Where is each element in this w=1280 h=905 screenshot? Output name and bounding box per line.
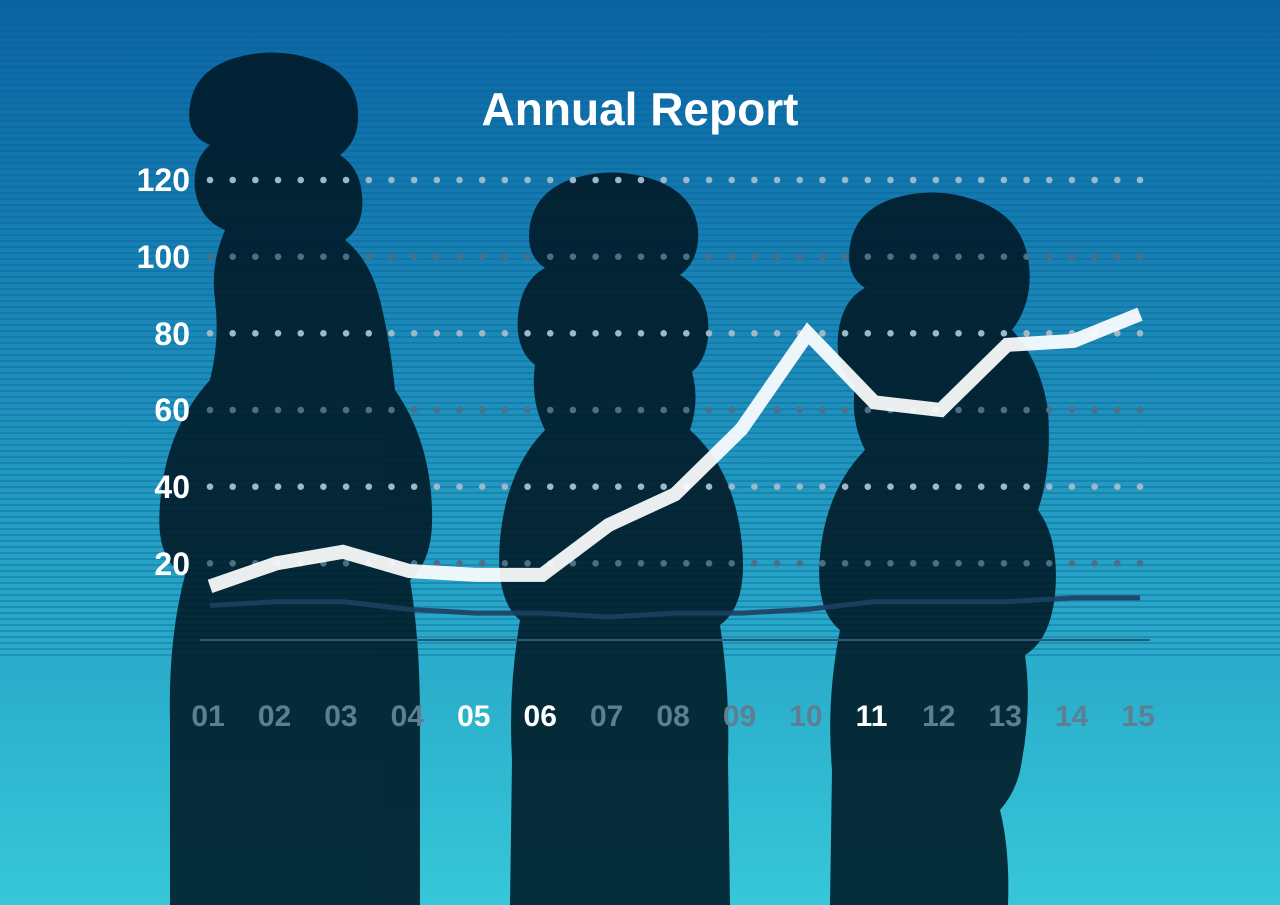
x-tick-label: 06 — [524, 700, 557, 734]
y-tick-label: 100 — [137, 239, 190, 276]
x-tick-label: 09 — [723, 700, 756, 734]
x-tick-label: 02 — [258, 700, 291, 734]
x-tick-label: 05 — [457, 700, 490, 734]
y-tick-label: 120 — [137, 162, 190, 199]
x-tick-label: 08 — [656, 700, 689, 734]
x-tick-label: 12 — [922, 700, 955, 734]
x-tick-label: 14 — [1055, 700, 1088, 734]
y-tick-label: 40 — [154, 469, 190, 506]
y-tick-label: 20 — [154, 546, 190, 583]
x-tick-label: 13 — [989, 700, 1022, 734]
x-tick-label: 04 — [391, 700, 424, 734]
annual-report-infographic: Annual Report 20 40 60 80 100 120 01 02 03 04 05 0… — [0, 0, 1280, 905]
y-tick-label: 80 — [154, 316, 190, 353]
x-tick-label: 01 — [191, 700, 224, 734]
x-tick-label: 15 — [1121, 700, 1154, 734]
x-tick-label: 10 — [789, 700, 822, 734]
x-tick-label: 07 — [590, 700, 623, 734]
x-tick-label: 11 — [856, 700, 888, 734]
x-tick-label: 03 — [324, 700, 357, 734]
y-tick-label: 60 — [154, 392, 190, 429]
chart-title: Annual Report — [0, 82, 1280, 136]
